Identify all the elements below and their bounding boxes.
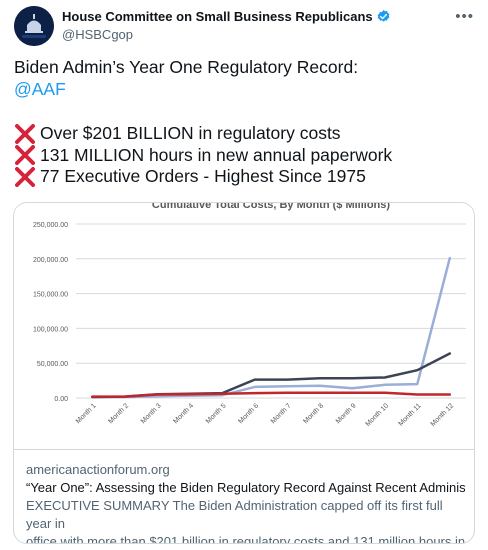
x-tick-label: Month 2 — [107, 402, 130, 425]
cross-mark-icon — [15, 145, 35, 166]
cross-mark-icon — [15, 123, 35, 144]
card-meta: americanactionforum.org “Year One”: Asse… — [26, 461, 466, 544]
cross-mark-icon — [15, 166, 35, 187]
bullet-1: Over $201 BILLION in regulatory costs — [14, 123, 474, 145]
handle[interactable]: @HSBCgop — [62, 27, 134, 42]
more-options-icon[interactable]: ••• — [455, 8, 474, 25]
link-preview-card[interactable]: Cumulative Total Costs, By Month ($ Mill… — [13, 202, 475, 544]
avatar[interactable] — [14, 6, 54, 46]
card-title: “Year One”: Assessing the Biden Regulato… — [26, 480, 466, 495]
series-line-2 — [91, 352, 452, 399]
y-tick-label: 0.00 — [54, 396, 68, 403]
x-tick-label: Month 9 — [335, 402, 358, 425]
mention-link[interactable]: @AAF — [14, 78, 66, 99]
x-tick-label: Month 10 — [365, 402, 391, 428]
x-tick-label: Month 5 — [205, 402, 228, 425]
bullet-text: 77 Executive Orders - Highest Since 1975 — [40, 166, 366, 186]
line-chart: Cumulative Total Costs, By Month ($ Mill… — [33, 203, 466, 428]
tweet-header: House Committee on Small Business Republ… — [14, 6, 474, 46]
x-tick-label: Month 7 — [270, 402, 293, 425]
x-tick-label: Month 4 — [172, 402, 195, 425]
x-tick-label: Month 3 — [140, 402, 163, 425]
x-tick-label: Month 12 — [430, 402, 456, 428]
verified-badge-icon — [377, 9, 390, 22]
x-tick-label: Month 1 — [75, 402, 98, 425]
x-tick-label: Month 6 — [237, 402, 260, 425]
y-tick-label: 100,000.00 — [33, 326, 68, 333]
card-description-2: office with more than $201 billion in re… — [26, 534, 466, 544]
tweet-line-1: Biden Admin’s Year One Regulatory Record… — [14, 57, 359, 77]
chart-title: Cumulative Total Costs, By Month ($ Mill… — [152, 203, 390, 211]
x-tick-label: Month 8 — [302, 402, 325, 425]
y-tick-label: 150,000.00 — [33, 292, 68, 299]
chart-image[interactable]: Cumulative Total Costs, By Month ($ Mill… — [14, 203, 474, 450]
series-line-1 — [91, 256, 452, 399]
x-tick-label: Month 11 — [397, 402, 422, 427]
y-tick-label: 250,000.00 — [33, 222, 68, 229]
bullet-text: Over $201 BILLION in regulatory costs — [40, 123, 341, 143]
tweet-text: Biden Admin’s Year One Regulatory Record… — [14, 57, 474, 188]
card-domain: americanactionforum.org — [26, 462, 170, 477]
series-line-3 — [91, 391, 452, 398]
bullet-text: 131 MILLION hours in new annual paperwor… — [40, 144, 393, 165]
bullet-3: 77 Executive Orders - Highest Since 1975 — [14, 166, 474, 188]
y-tick-label: 50,000.00 — [37, 361, 68, 368]
y-tick-label: 200,000.00 — [33, 257, 68, 264]
bullet-2: 131 MILLION hours in new annual paperwor… — [14, 145, 474, 167]
capitol-dome-logo — [14, 6, 54, 46]
display-name[interactable]: House Committee on Small Business Republ… — [62, 9, 373, 24]
card-description-1: EXECUTIVE SUMMARY The Biden Administrati… — [26, 498, 443, 531]
